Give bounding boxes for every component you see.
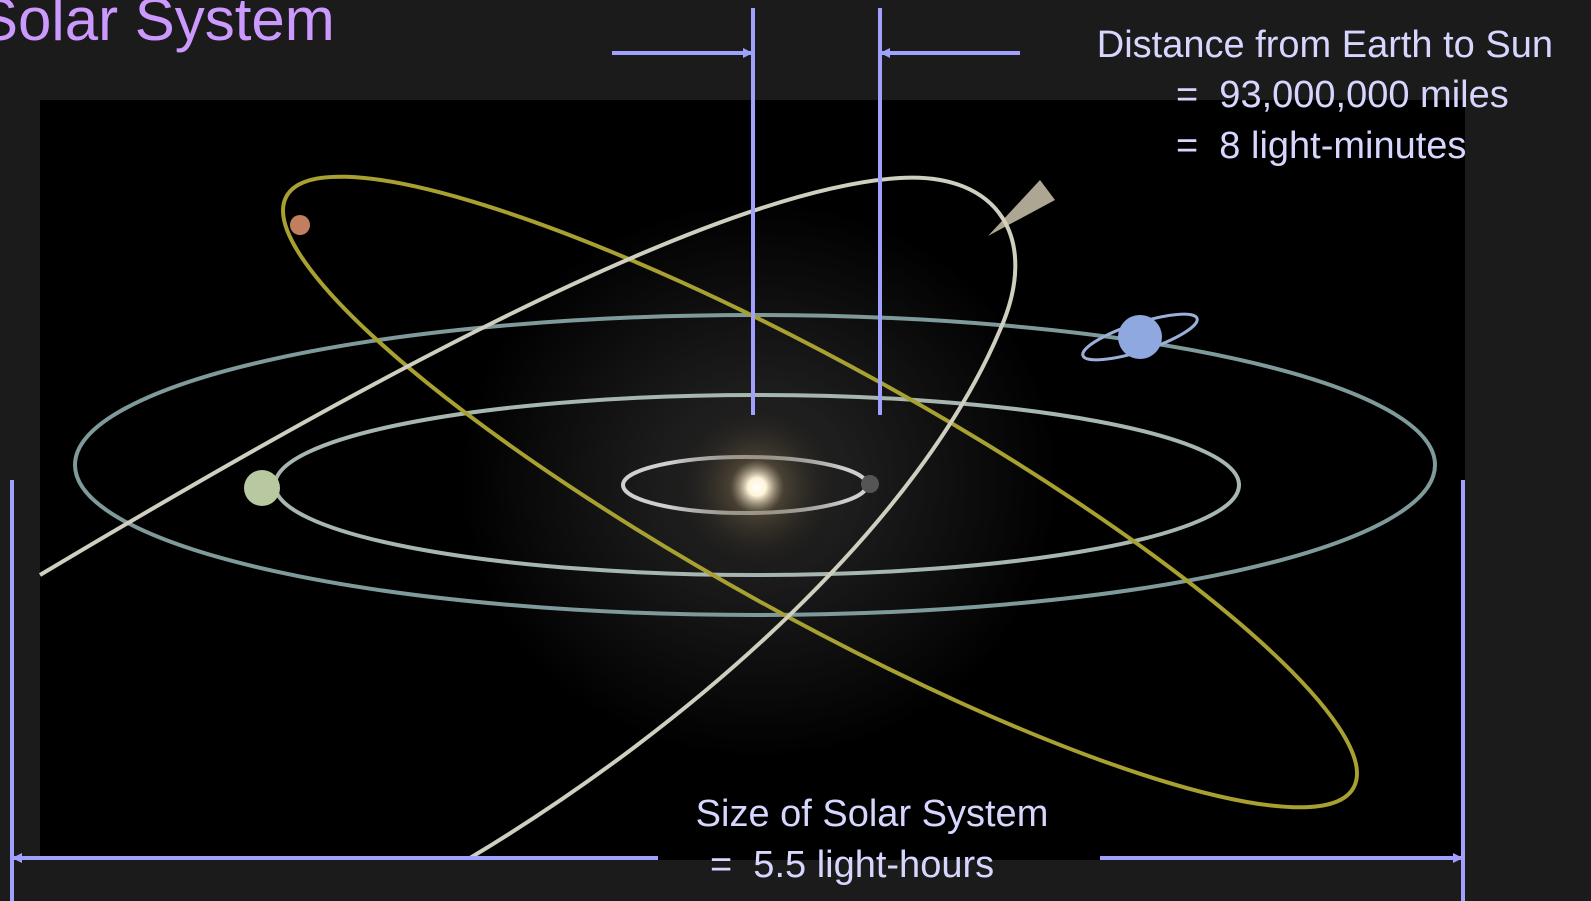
- slide-title: Solar System: [0, 0, 335, 53]
- earth-sun-miles: = 93,000,000 miles: [1176, 74, 1509, 116]
- earth-sun-heading: Distance from Earth to Sun: [1097, 24, 1553, 66]
- size-value: = 5.5 light-hours: [710, 844, 994, 886]
- size-heading: Size of Solar System: [696, 793, 1049, 835]
- dimension-lines: [10, 8, 1465, 901]
- earth-sun-light: = 8 light-minutes: [1176, 125, 1466, 167]
